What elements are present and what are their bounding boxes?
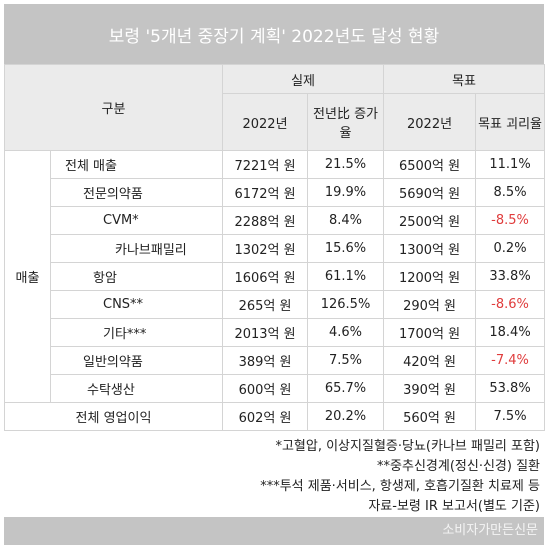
- cell: 2013억 원: [222, 318, 309, 347]
- cell: 53.8%: [475, 374, 546, 403]
- group-cell: 매출: [4, 150, 51, 403]
- header-cell: 목표 괴리율: [475, 93, 546, 151]
- watermark: 소비자가만든신문: [442, 523, 538, 538]
- cell: -8.6%: [475, 290, 546, 319]
- row: 일반의약품 389억 원 7.5% 420억 원 -7.4%: [5, 346, 546, 375]
- footer-bar: 소비자가만든신문: [4, 517, 544, 545]
- cell: 389억 원: [222, 346, 309, 375]
- cell: 7.5%: [307, 346, 385, 375]
- cell: 18.4%: [475, 318, 546, 347]
- row-label: CVM*: [49, 206, 224, 235]
- cell: 1302억 원: [222, 234, 309, 263]
- cell: 420억 원: [383, 346, 477, 375]
- cell: 600억 원: [222, 374, 309, 403]
- header-cell: 전년比 증가율: [307, 93, 385, 151]
- cell: 290억 원: [383, 290, 477, 319]
- cell: 6500억 원: [383, 150, 477, 179]
- cell: 4.6%: [307, 318, 385, 347]
- row: 전체 영업이익 602억 원 20.2% 560억 원 7.5%: [3, 402, 546, 431]
- cell: 1300억 원: [383, 234, 477, 263]
- row-label: 수탁생산: [49, 374, 224, 403]
- row: 항암 1606억 원 61.1% 1200억 원 33.8%: [5, 262, 546, 291]
- cell: 7.5%: [475, 402, 546, 431]
- cell: 21.5%: [307, 150, 385, 179]
- footnote: 자료-보령 IR 보고서(별도 기준): [368, 499, 540, 514]
- cell: 1700억 원: [383, 318, 477, 347]
- cell: 1606억 원: [222, 262, 309, 291]
- header-cell: 실제: [222, 64, 385, 94]
- cell: 390억 원: [383, 374, 477, 403]
- title: 보령 '5개년 중장기 계획' 2022년도 달성 현황: [4, 4, 544, 64]
- row: 카나브패밀리 1302억 원 15.6% 1300억 원 0.2%: [5, 234, 546, 263]
- header-cell: 2022년: [383, 93, 477, 151]
- footnote: ***투석 제품·서비스, 항생제, 호흡기질환 치료제 등: [260, 479, 540, 494]
- cell: 1200억 원: [383, 262, 477, 291]
- cell: 11.1%: [475, 150, 546, 179]
- cell: 560억 원: [383, 402, 477, 431]
- row-label: 전체 영업이익: [3, 402, 224, 431]
- row: 매출 전체 매출 7221억 원 21.5% 6500억 원 11.1%: [4, 150, 546, 403]
- cell: 126.5%: [307, 290, 385, 319]
- row-label: 카나브패밀리: [49, 234, 224, 263]
- row-label: 기타***: [49, 318, 224, 347]
- row: 기타*** 2013억 원 4.6% 1700억 원 18.4%: [5, 318, 546, 347]
- cell: 20.2%: [307, 402, 385, 431]
- cell: 2500억 원: [383, 206, 477, 235]
- footnote: *고혈압, 이상지질혈증·당뇨(카나브 패밀리 포함): [275, 439, 540, 454]
- row-label: 일반의약품: [49, 346, 224, 375]
- cell: -7.4%: [475, 346, 546, 375]
- cell: 19.9%: [307, 178, 385, 207]
- content: 보령 '5개년 중장기 계획' 2022년도 달성 현황 구분 실제 목표 20…: [3, 4, 546, 517]
- cell: 7221억 원: [222, 150, 309, 179]
- footnote: **중추신경계(정신·신경) 질환: [377, 459, 540, 474]
- cell: 65.7%: [307, 374, 385, 403]
- header-cell: 2022년: [222, 93, 309, 151]
- header-cell: 목표: [383, 64, 546, 94]
- cell: 8.4%: [307, 206, 385, 235]
- cell: 6172억 원: [222, 178, 309, 207]
- cell: 61.1%: [307, 262, 385, 291]
- table: 구분 실제 목표 2022년 전년比 증가율 2022년 목표 괴리율 매출 전체…: [3, 64, 546, 431]
- cell: 5690억 원: [383, 178, 477, 207]
- cell: -8.5%: [475, 206, 546, 235]
- cell: 33.8%: [475, 262, 546, 291]
- cell: 602억 원: [222, 402, 309, 431]
- table-body: 매출 전체 매출 7221억 원 21.5% 6500억 원 11.1% 전문의약품 6172…: [3, 150, 546, 431]
- cell: 265억 원: [222, 290, 309, 319]
- row: 전문의약품 6172억 원 19.9% 5690억 원 8.5%: [5, 178, 546, 207]
- footnotes: *고혈압, 이상지질혈증·당뇨(카나브 패밀리 포함) **중추신경계(정신·신경…: [4, 437, 544, 517]
- row: CNS** 265억 원 126.5% 290억 원 -8.6%: [5, 290, 546, 319]
- cell: 0.2%: [475, 234, 546, 263]
- row: 수탁생산 600억 원 65.7% 390억 원 53.8%: [5, 374, 546, 403]
- row-label: CNS**: [49, 290, 224, 319]
- cell: 15.6%: [307, 234, 385, 263]
- row-label: 전체 매출: [49, 150, 224, 179]
- cell: 2288억 원: [222, 206, 309, 235]
- row: CVM* 2288억 원 8.4% 2500억 원 -8.5%: [5, 206, 546, 235]
- header-cell: 구분: [3, 64, 224, 151]
- row-label: 전문의약품: [49, 178, 224, 207]
- row-label: 항암: [49, 262, 224, 291]
- cell: 8.5%: [475, 178, 546, 207]
